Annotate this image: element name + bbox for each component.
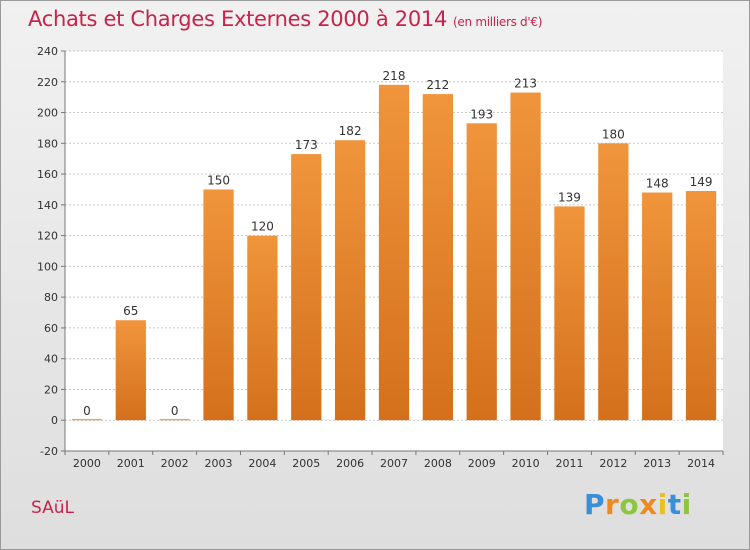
chart-title-text: Achats et Charges Externes 2000 à 2014 — [28, 7, 448, 31]
y-tick-label: 180 — [37, 137, 58, 150]
x-tick-label-2009: 2009 — [468, 457, 496, 470]
x-tick-label-2013: 2013 — [643, 457, 671, 470]
bar-2001 — [115, 320, 146, 421]
value-label-2004: 120 — [251, 220, 274, 234]
bar-2008 — [422, 94, 454, 421]
x-tick-label-2001: 2001 — [117, 457, 145, 470]
y-tick-label: 240 — [37, 45, 58, 58]
value-label-2010: 213 — [514, 77, 537, 91]
bar-2002 — [159, 419, 190, 421]
chart-title: Achats et Charges Externes 2000 à 2014 (e… — [28, 7, 542, 31]
bar-2006 — [334, 140, 366, 421]
logo-letter: i — [681, 488, 692, 521]
y-tick-label: 80 — [44, 291, 58, 304]
x-tick-label-2012: 2012 — [599, 457, 627, 470]
value-label-2000: 0 — [83, 404, 91, 418]
bar-2000 — [71, 419, 103, 421]
value-label-2005: 173 — [295, 138, 318, 152]
logo-letter: i — [657, 488, 668, 521]
bar-2009 — [466, 123, 497, 421]
chart-unit: (en milliers d'€) — [453, 15, 543, 29]
logo-letter: x — [639, 488, 658, 521]
x-tick-label-2002: 2002 — [161, 457, 189, 470]
x-tick-label-2005: 2005 — [292, 457, 320, 470]
value-label-2007: 218 — [383, 69, 406, 83]
y-tick-label: 220 — [37, 76, 58, 89]
x-tick-label-2008: 2008 — [424, 457, 452, 470]
y-tick-label: 140 — [37, 199, 58, 212]
value-label-2006: 182 — [339, 124, 362, 138]
value-label-2012: 180 — [602, 127, 625, 141]
bar-2013 — [642, 192, 673, 421]
value-label-2014: 149 — [690, 175, 713, 189]
value-label-2008: 212 — [426, 78, 449, 92]
x-tick-label-2006: 2006 — [336, 457, 364, 470]
value-label-2013: 148 — [646, 177, 669, 191]
logo-letter: P — [584, 488, 606, 521]
x-tick-label-2004: 2004 — [248, 457, 276, 470]
value-label-2003: 150 — [207, 173, 230, 187]
y-tick-label: 160 — [37, 168, 58, 181]
proxiti-logo: Proxiti — [584, 488, 692, 521]
y-tick-label: 200 — [37, 107, 58, 120]
commune-name: SAüL — [31, 498, 74, 518]
bar-2012 — [598, 143, 629, 421]
y-tick-label: 100 — [37, 260, 58, 273]
x-tick-label-2014: 2014 — [687, 457, 715, 470]
bar-2007 — [378, 84, 410, 421]
logo-letter: o — [619, 488, 640, 521]
bar-2011 — [554, 206, 585, 421]
x-tick-label-2000: 2000 — [73, 457, 101, 470]
logo-letter: r — [605, 488, 620, 521]
bar-2014 — [685, 191, 717, 421]
value-label-2009: 193 — [470, 107, 493, 121]
bar-2010 — [510, 92, 541, 421]
x-tick-label-2010: 2010 — [512, 457, 540, 470]
x-tick-label-2003: 2003 — [205, 457, 233, 470]
y-tick-label: 20 — [44, 383, 58, 396]
x-tick-label-2007: 2007 — [380, 457, 408, 470]
x-tick-label-2011: 2011 — [555, 457, 583, 470]
y-tick-label: 60 — [44, 322, 58, 335]
y-tick-label: 40 — [44, 353, 58, 366]
y-tick-label: -20 — [40, 445, 58, 458]
bar-2004 — [247, 235, 278, 421]
value-label-2002: 0 — [171, 404, 179, 418]
value-label-2011: 139 — [558, 190, 581, 204]
y-tick-label: 120 — [37, 230, 58, 243]
logo-letter: t — [667, 488, 682, 521]
value-label-2001: 65 — [123, 304, 138, 318]
bar-2003 — [203, 189, 234, 421]
bar-2005 — [291, 154, 322, 421]
y-tick-label: 0 — [51, 414, 58, 427]
